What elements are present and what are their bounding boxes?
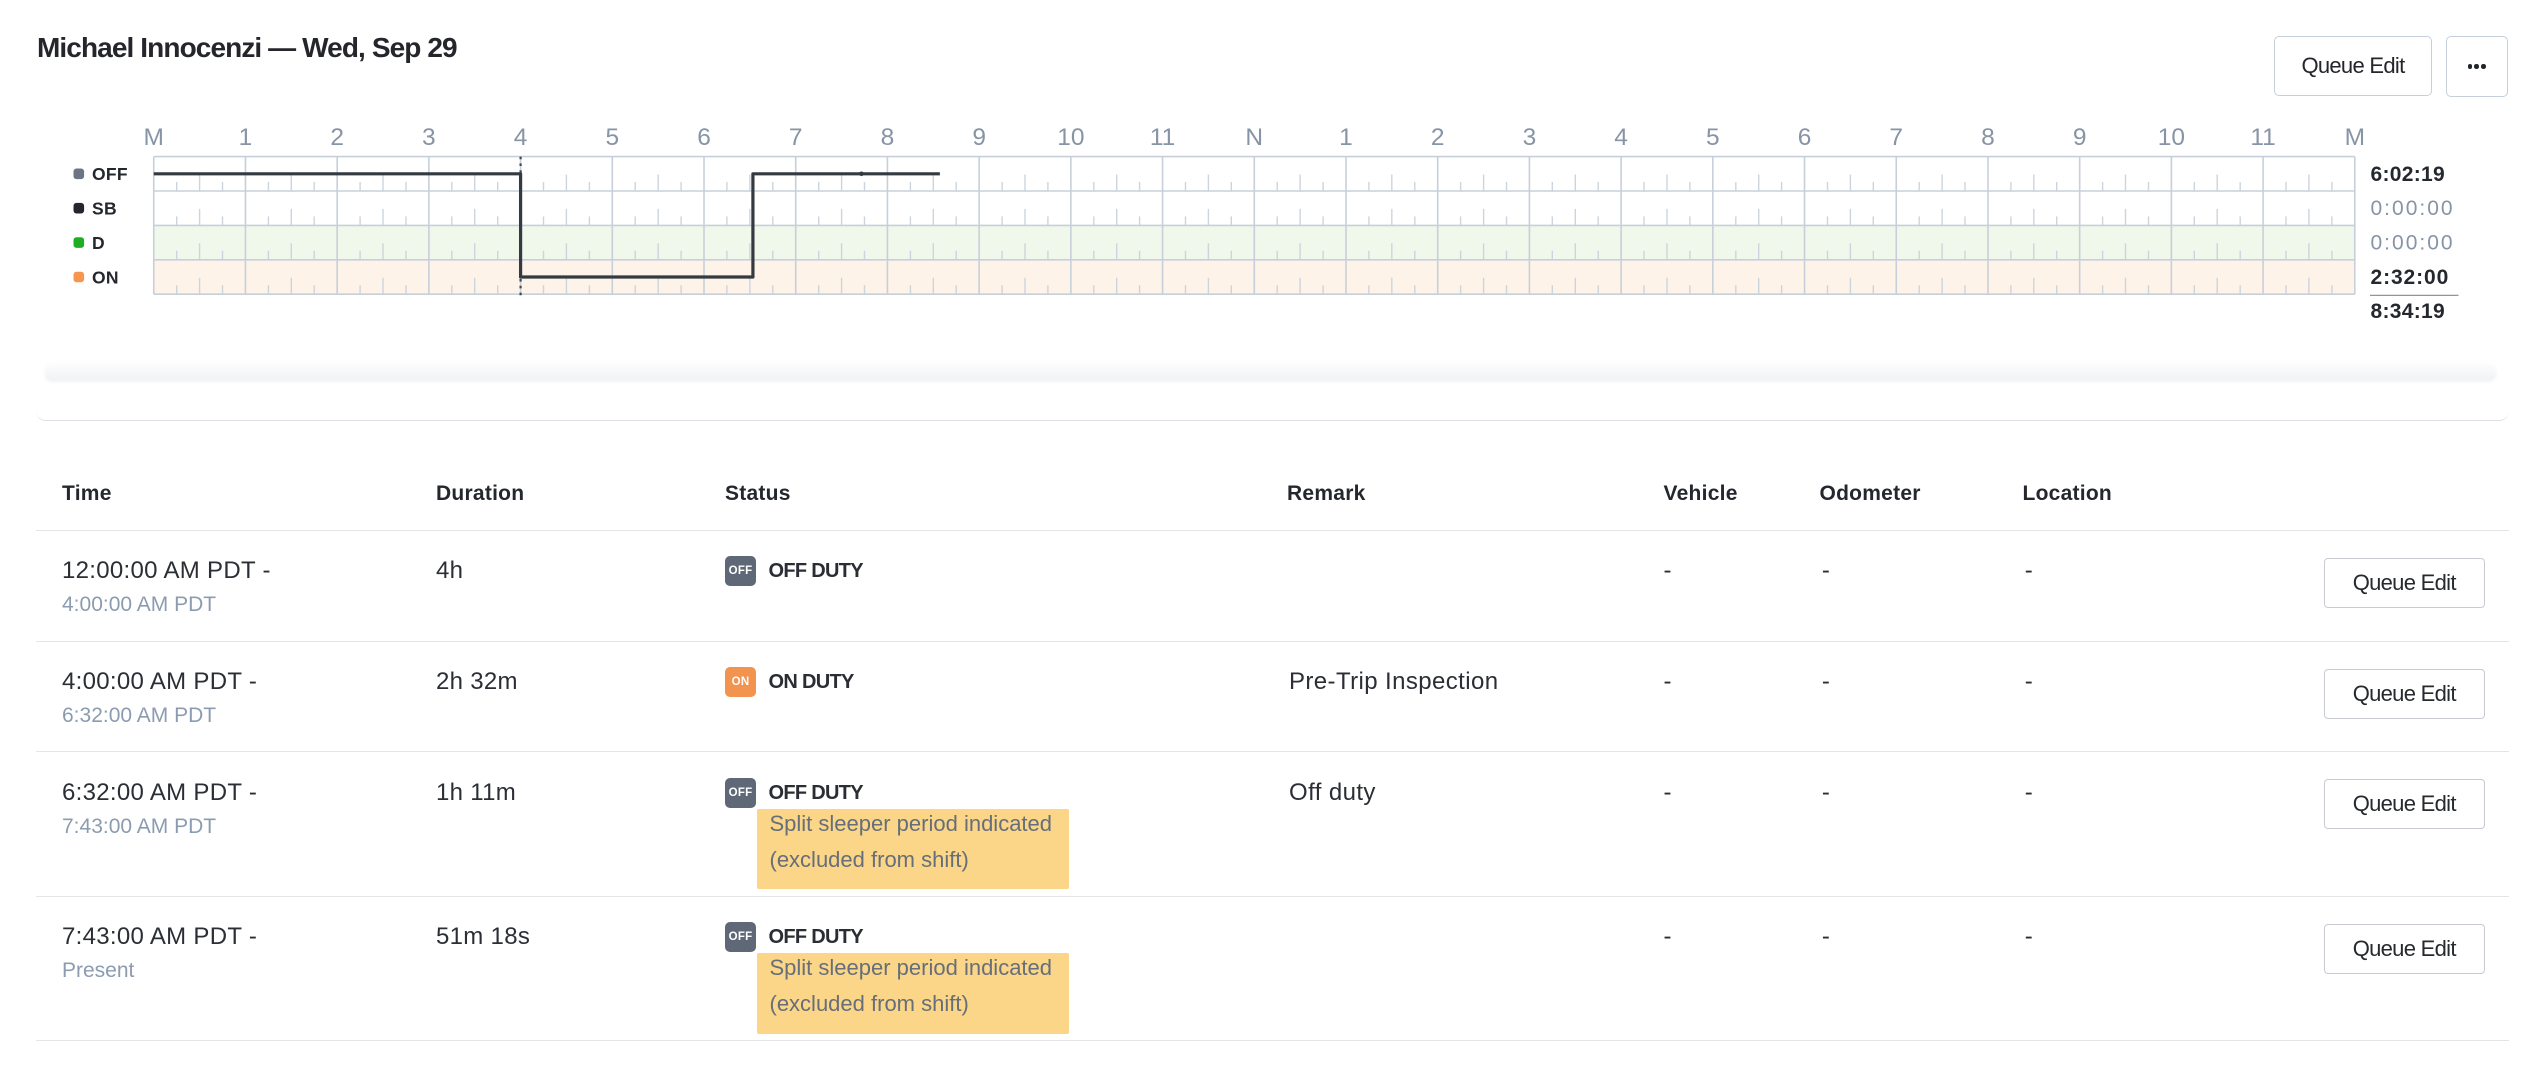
svg-text:0:00:00: 0:00:00 (2371, 232, 2455, 255)
svg-text:OFF: OFF (92, 164, 128, 184)
svg-text:11: 11 (2250, 124, 2275, 151)
svg-text:M: M (144, 124, 164, 151)
svg-text:4: 4 (1614, 124, 1628, 151)
svg-text:8: 8 (881, 124, 895, 151)
svg-text:8: 8 (1981, 124, 1995, 151)
svg-text:5: 5 (605, 124, 619, 151)
svg-text:4: 4 (514, 124, 528, 151)
svg-text:1: 1 (1339, 124, 1353, 151)
svg-text:6: 6 (697, 124, 711, 151)
svg-text:10: 10 (2158, 124, 2185, 151)
svg-text:5: 5 (1706, 124, 1720, 151)
svg-text:9: 9 (2073, 124, 2087, 151)
svg-text:6: 6 (1798, 124, 1812, 151)
svg-text:2: 2 (1431, 124, 1445, 151)
svg-text:7: 7 (1889, 124, 1903, 151)
svg-text:11: 11 (1150, 124, 1175, 151)
svg-text:7: 7 (789, 124, 803, 151)
svg-text:6:02:19: 6:02:19 (2371, 163, 2445, 186)
svg-text:3: 3 (1523, 124, 1537, 151)
svg-text:0:00:00: 0:00:00 (2371, 197, 2455, 220)
svg-text:SB: SB (92, 199, 117, 219)
svg-text:9: 9 (972, 124, 986, 151)
svg-text:2:32:00: 2:32:00 (2371, 266, 2450, 289)
svg-text:D: D (92, 233, 105, 253)
svg-text:1: 1 (239, 124, 253, 151)
svg-text:N: N (1245, 124, 1263, 151)
svg-text:M: M (2345, 124, 2365, 151)
svg-text:ON: ON (92, 267, 119, 287)
svg-text:8:34:19: 8:34:19 (2371, 300, 2445, 323)
svg-text:10: 10 (1057, 124, 1084, 151)
svg-text:2: 2 (330, 124, 344, 151)
svg-text:3: 3 (422, 124, 436, 151)
